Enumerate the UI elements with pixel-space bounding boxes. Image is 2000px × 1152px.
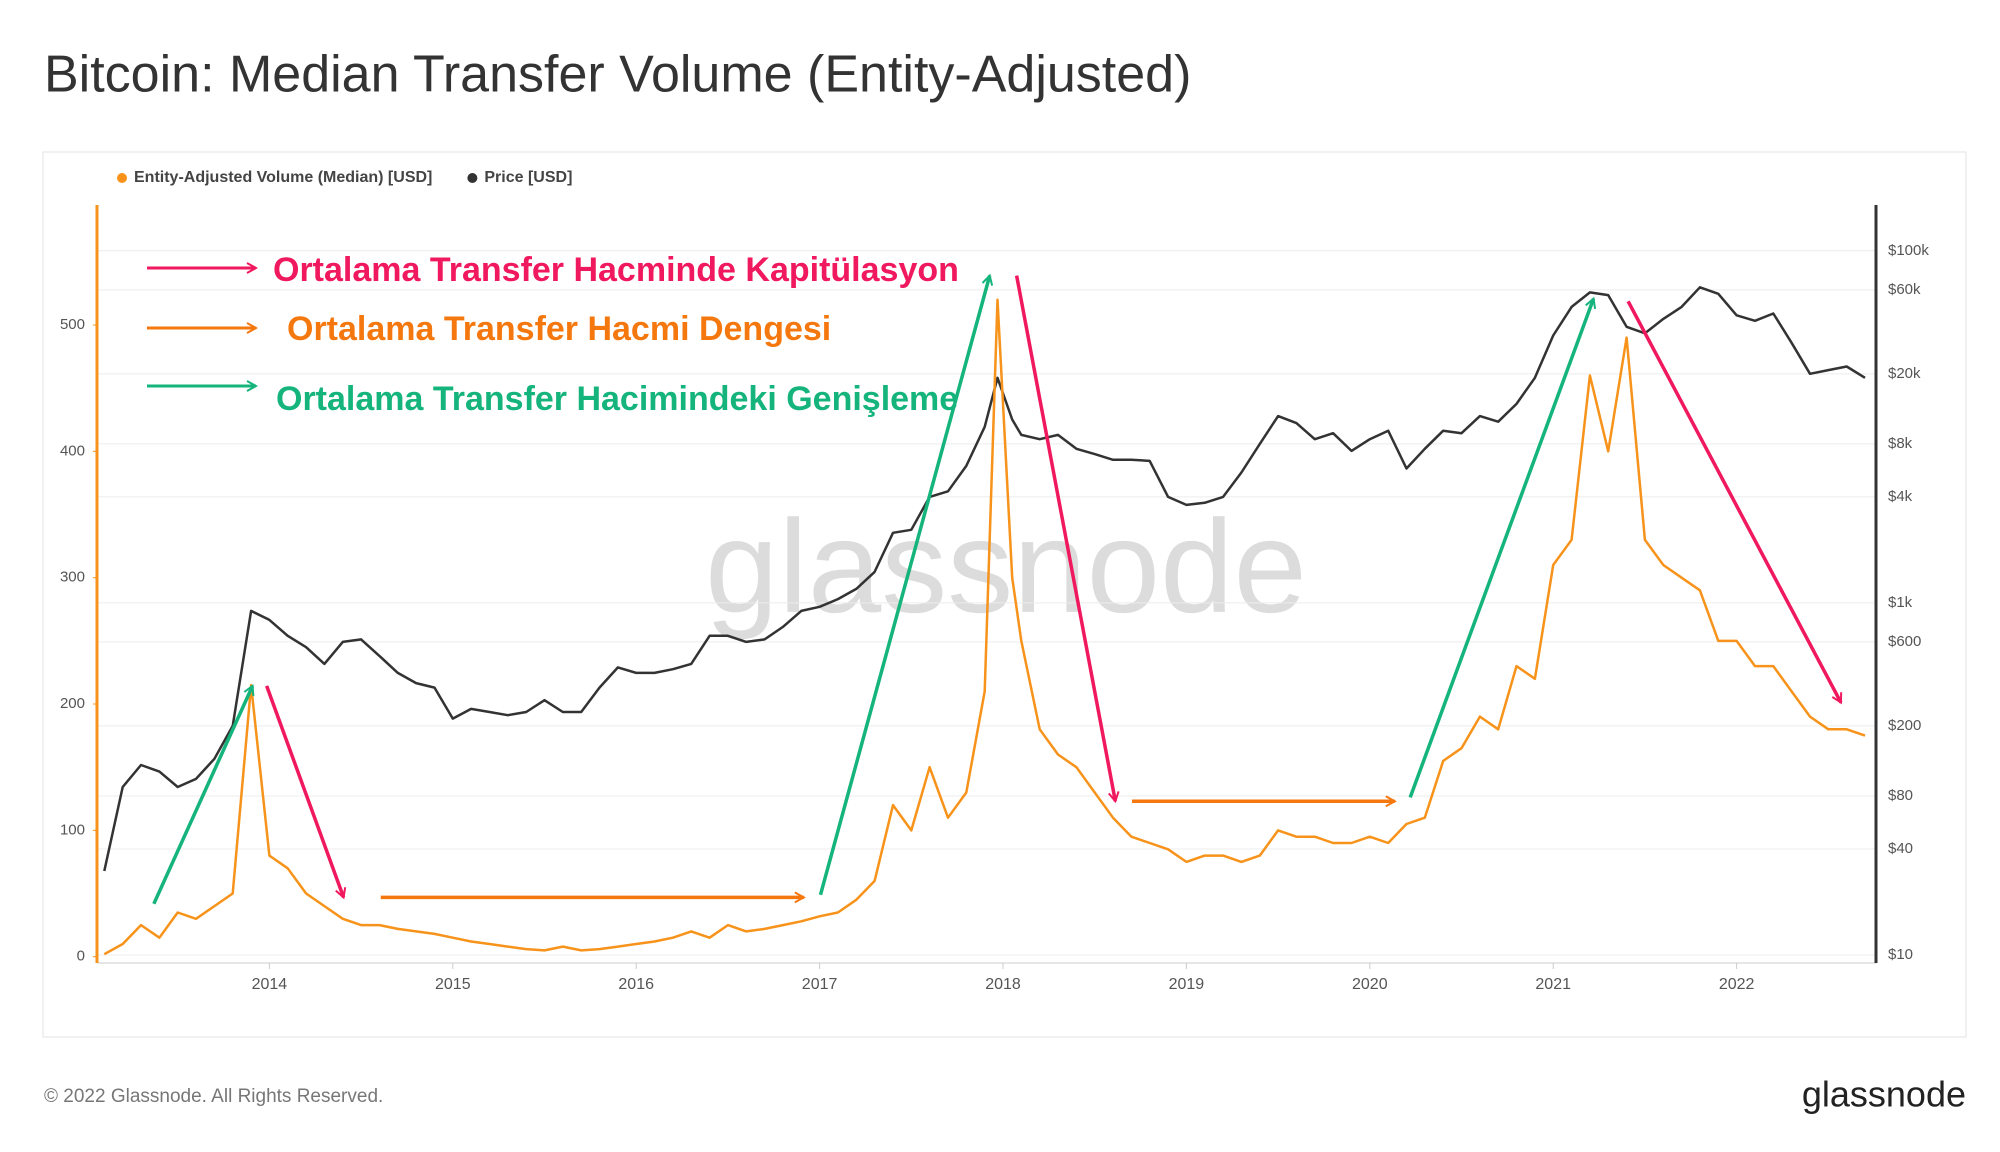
y-tick-label: 0 — [77, 948, 85, 965]
chart-title: Bitcoin: Median Transfer Volume (Entity-… — [44, 46, 1191, 104]
legend-label: Price [USD] — [484, 169, 572, 186]
annotation-text: Ortalama Transfer Hacimindeki Genişleme — [276, 380, 958, 418]
x-tick-label: 2015 — [435, 976, 471, 993]
annotation-text: Ortalama Transfer Hacmi Dengesi — [287, 310, 831, 348]
trend-arrow — [1626, 300, 1843, 702]
trend-arrow — [1014, 275, 1116, 802]
legend-marker — [117, 173, 127, 183]
y2-tick-label: $4k — [1888, 488, 1913, 505]
x-tick-label: 2022 — [1719, 976, 1755, 993]
trend-arrow — [152, 686, 253, 905]
y2-tick-label: $600 — [1888, 633, 1921, 650]
y-tick-label: 400 — [60, 442, 85, 459]
logo: glassnode — [1802, 1074, 1966, 1115]
y-tick-label: 100 — [60, 821, 85, 838]
chart-frame — [42, 151, 1967, 1038]
y2-tick-label: $1k — [1888, 594, 1913, 611]
y-tick-label: 500 — [60, 316, 85, 333]
y2-tick-label: $80 — [1888, 787, 1913, 804]
y2-tick-label: $20k — [1888, 365, 1921, 382]
x-tick-label: 2017 — [802, 976, 838, 993]
trend-arrow — [1408, 299, 1593, 799]
series-line — [103, 286, 1866, 872]
y-tick-label: 200 — [60, 695, 85, 712]
trend-arrow — [265, 685, 344, 898]
y2-tick-label: $10 — [1888, 946, 1913, 963]
x-tick-label: 2014 — [252, 976, 288, 993]
series-line — [103, 298, 1866, 956]
footer: © 2022 Glassnode. All Rights Reserved. — [44, 1086, 383, 1107]
x-tick-label: 2019 — [1169, 976, 1205, 993]
x-tick-label: 2018 — [985, 976, 1021, 993]
y2-tick-label: $60k — [1888, 281, 1921, 298]
trend-arrow — [818, 276, 989, 896]
annotation-text: Ortalama Transfer Hacminde Kapitülasyon — [273, 251, 959, 289]
y2-tick-label: $40 — [1888, 840, 1913, 857]
x-tick-label: 2020 — [1352, 976, 1388, 993]
legend-label: Entity-Adjusted Volume (Median) [USD] — [134, 169, 432, 186]
y2-tick-label: $200 — [1888, 717, 1921, 734]
y2-tick-label: $8k — [1888, 435, 1913, 452]
x-tick-label: 2021 — [1535, 976, 1571, 993]
y-tick-label: 300 — [60, 569, 85, 586]
x-tick-label: 2016 — [618, 976, 654, 993]
legend-marker — [467, 173, 478, 183]
y2-tick-label: $100k — [1888, 242, 1929, 259]
watermark: glassnode — [705, 493, 1307, 640]
